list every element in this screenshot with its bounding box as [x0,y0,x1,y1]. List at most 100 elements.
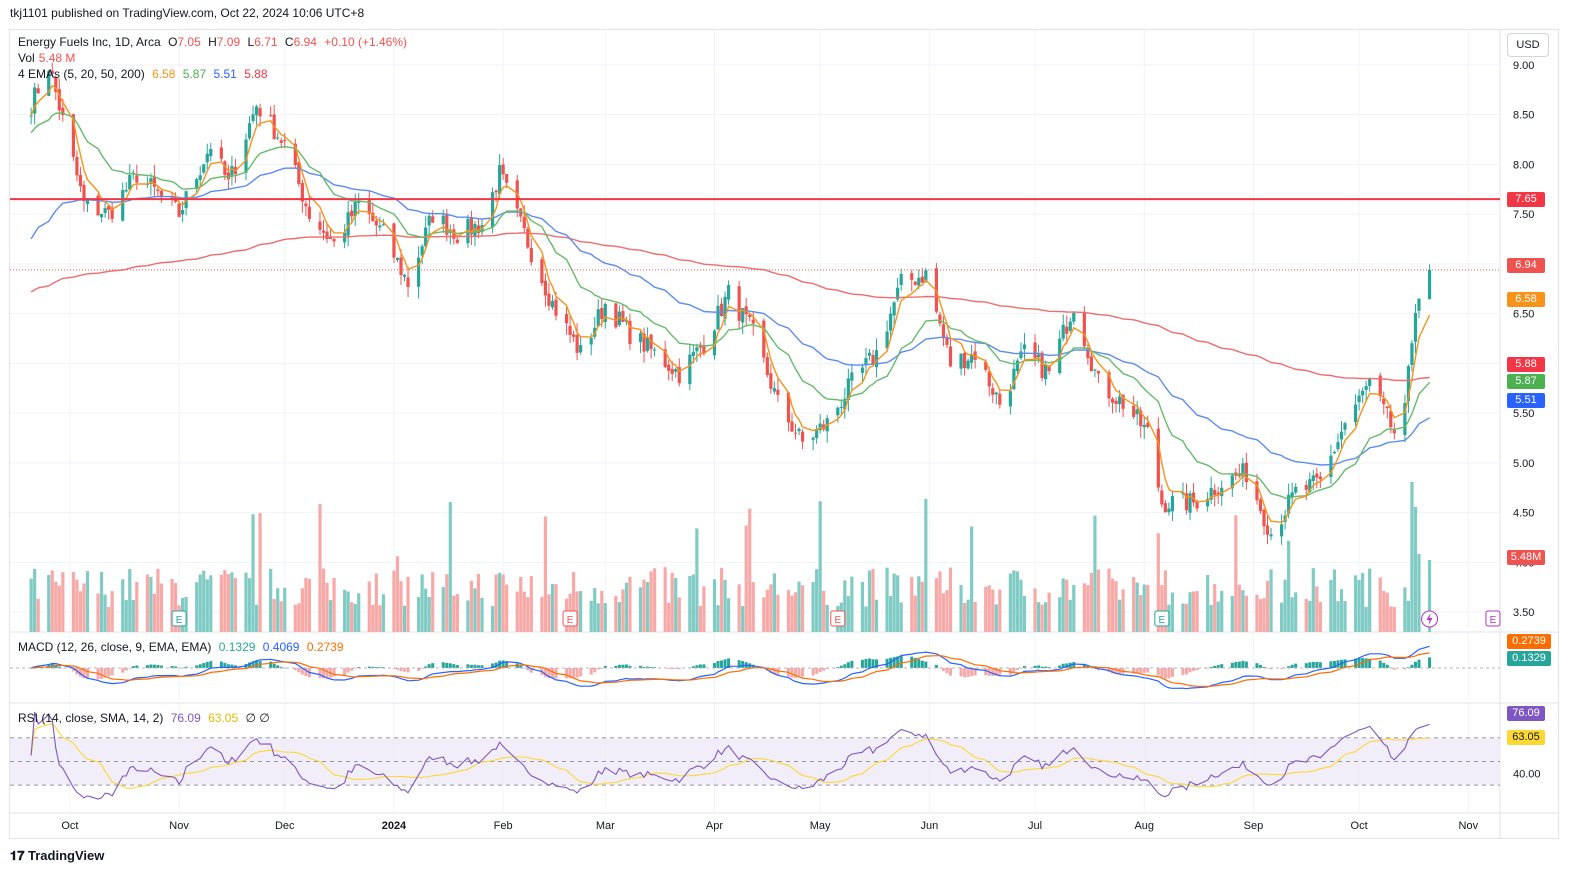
volume-bar [325,582,329,632]
volume-bar [258,513,262,632]
candle-body [547,293,551,306]
volume-bar [476,573,481,632]
candle-body [800,431,805,442]
volume-bar [998,589,1002,632]
volume-bar [209,575,213,632]
ema-legend[interactable]: 4 EMAs (5, 20, 50, 200) 6.58 5.87 5.51 5… [18,67,272,81]
volume-bar [948,567,953,632]
candle-body [1244,462,1248,483]
volume-bar [638,587,643,632]
volume-bar [797,581,801,632]
macd-histogram-bar [864,658,868,668]
tradingview-logo[interactable]: 𝟏𝟕 TradingView [10,848,104,864]
volume-legend[interactable]: Vol 5.48 M [18,51,79,65]
earnings-marker-label: E [567,615,574,626]
macd-histogram-bar [1244,661,1248,668]
volume-bar [1181,603,1185,632]
candle-body [469,217,474,235]
volume-bar [846,596,850,632]
candle-body [371,212,375,221]
ema200-line [30,232,1430,382]
earnings-marker-icon [171,610,187,627]
candle-body [941,324,946,338]
candle-body [1220,487,1224,497]
macd-histogram-bar [279,666,283,668]
macd-histogram-bar [124,668,128,671]
macd-histogram-bar [1114,668,1118,674]
candle-body [54,76,58,92]
volume-bar [645,582,650,632]
volume-bar [244,572,248,632]
macd-histogram-bar [318,668,322,679]
macd-histogram-bar [350,668,354,671]
candle-body [815,428,819,438]
volume-label: Vol [18,51,35,65]
candle-body [1142,424,1146,428]
volume-bar [716,605,720,632]
volume-bar [1403,587,1407,632]
macd-histogram-bar [889,657,893,668]
macd-histogram-bar [170,666,174,668]
macd-histogram-bar [1428,657,1432,668]
candle-body [244,139,248,173]
macd-histogram-bar [938,668,942,669]
macd-histogram-bar [642,666,646,668]
volume-bar [1139,595,1143,632]
candle-body [498,165,502,195]
currency-button[interactable]: USD [1507,33,1549,57]
candle-body [452,229,456,239]
volume-bar [1114,581,1118,632]
macd-histogram-bar [1139,668,1143,674]
volume-bar [867,570,872,632]
macd-histogram-bar [772,668,776,675]
macd-histogram-bar [1195,668,1199,671]
macd-histogram-bar [427,664,431,668]
change-value: +0.10 (+1.46%) [324,35,407,49]
candle-body [984,361,988,370]
volume-bar [1382,590,1386,632]
macd-histogram-bar [1093,668,1097,670]
macd-histogram-bar [406,668,410,673]
candle-body [716,305,720,330]
candle-body [57,89,61,111]
symbol-title[interactable]: Energy Fuels Inc, 1D, Arca [18,35,161,49]
y-tick-label: 6.50 [1513,309,1534,321]
candle-body [962,353,967,369]
volume-bar [1209,604,1213,632]
symbol-legend[interactable]: Energy Fuels Inc, 1D, Arca O7.05 H7.09 L… [18,35,411,49]
low-label: L [247,35,255,49]
volume-bar [688,575,692,632]
volume-bar [1329,580,1333,632]
volume-bar [173,583,178,632]
macd-histogram-bar [529,668,533,673]
macd-histogram-bar [1354,658,1358,668]
candle-body [797,428,801,432]
macd-histogram-bar [346,668,350,673]
candle-body [1181,492,1185,495]
rsi-legend[interactable]: RSI (14, close, SMA, 14, 2) 76.09 63.05 … [18,711,274,725]
volume-bar [145,574,149,632]
volume-bar [790,595,794,632]
macd-histogram-bar [1234,662,1238,668]
candle-body [124,189,128,192]
candle-body [638,333,643,343]
macd-histogram-bar [226,664,230,668]
candle-body [526,228,530,248]
macd-histogram-bar [195,665,199,668]
volume-bar [71,572,76,632]
macd-legend[interactable]: MACD (12, 26, close, 9, EMA, EMA) 0.1329… [18,640,348,654]
volume-bar [110,591,114,632]
volume-bar [529,576,533,632]
volume-bar [128,569,132,632]
candle-body [159,190,164,196]
candle-body [621,311,625,322]
macd-histogram-bar [399,668,403,672]
macd-histogram-bar [395,668,399,670]
volume-bar [251,514,255,632]
y-tick-label: 7.50 [1513,209,1534,221]
candle-body [1065,326,1069,334]
volume-bar [332,577,336,632]
candle-body [177,203,181,217]
macd-histogram-bar [159,665,163,668]
